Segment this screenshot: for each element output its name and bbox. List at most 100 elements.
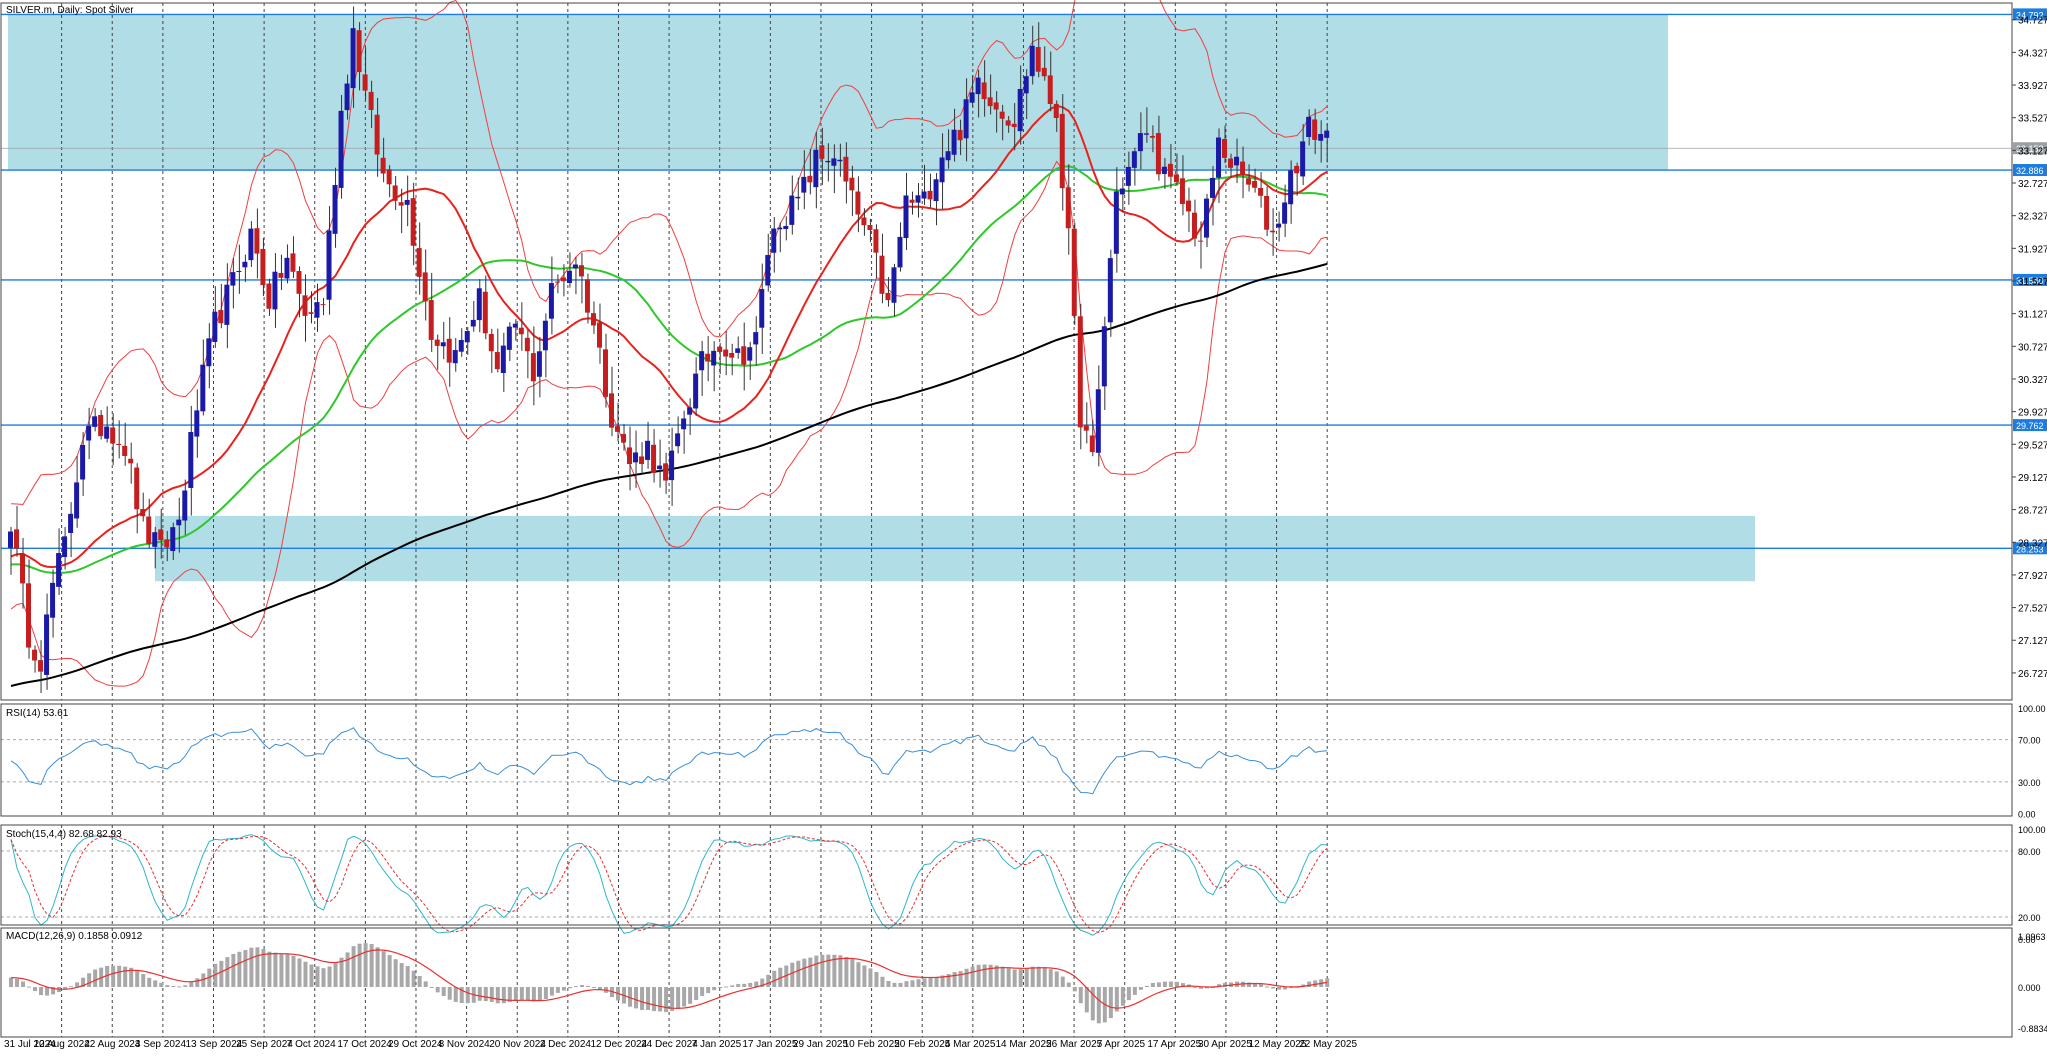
macd-histogram-bar [225,957,230,987]
candle-bullish [566,270,572,283]
macd-histogram-bar [880,976,885,987]
macd-histogram-bar [808,957,813,987]
macd-histogram-bar [976,964,981,987]
candle-bullish [68,513,74,533]
macd-histogram-bar [519,987,524,1001]
candle-bearish [855,191,861,215]
candle-bullish [831,158,837,166]
candle-bearish [1041,67,1047,77]
macd-histogram-bar [405,966,410,987]
macd-histogram-bar [531,987,536,1002]
candle-bullish [62,536,68,558]
macd-histogram-bar [964,968,969,987]
macd-y-tick-label: 1.0963 [2018,932,2046,942]
candle-bullish [903,195,909,239]
macd-histogram-bar [237,951,242,987]
macd-histogram-bar [1138,987,1143,990]
level-price-tag [2013,419,2047,432]
candle-bullish [242,261,248,268]
candle-bullish [681,418,687,430]
macd-histogram-bar [417,975,422,987]
candle-bearish [1294,165,1300,174]
candle-bearish [873,229,879,253]
candle-bullish [951,129,957,155]
stoch-y-tick-label: 80.00 [2018,847,2041,857]
y-tick-label: 29.927 [2018,408,2047,419]
macd-histogram-bar [778,967,783,987]
x-tick-label: 22 Aug 2024 [84,1039,141,1050]
candle-bullish [248,228,254,261]
macd-histogram-bar [15,978,20,987]
candle-bearish [98,414,104,437]
macd-y-tick-label: 0.000 [2018,983,2041,993]
candle-bullish [1023,76,1029,94]
macd-histogram-bar [555,987,560,993]
macd-histogram-bar [1078,987,1083,1004]
candle-bearish [1035,47,1041,72]
macd-signal-line [10,949,1328,1009]
candle-bearish [705,353,711,362]
macd-histogram-bar [1192,986,1197,988]
y-tick-label: 34.327 [2018,48,2047,59]
macd-histogram-bar [489,987,494,1002]
candle-bearish [1240,161,1246,174]
macd-histogram-bar [682,987,687,1007]
macd-histogram-bar [399,963,404,987]
candle-bearish [116,443,122,446]
rsi-line [10,727,1328,795]
macd-histogram-bar [940,975,945,987]
macd-histogram-bar [597,987,602,990]
macd-histogram-bar [706,987,711,994]
candle-bullish [801,176,807,193]
candle-bearish [110,427,116,444]
macd-histogram-bar [934,977,939,987]
candle-bearish [482,291,488,334]
macd-histogram-bar [712,987,717,991]
candle-bullish [1101,326,1107,387]
macd-histogram-bar [688,987,693,1004]
macd-histogram-bar [345,952,350,987]
macd-histogram-bar [453,987,458,1002]
candle-bullish [1282,202,1288,224]
candle-bearish [260,248,266,286]
candle-bullish [500,345,506,374]
macd-histogram-bar [213,963,218,987]
y-tick-label: 33.927 [2018,81,2047,92]
macd-histogram-bar [357,943,362,987]
macd-histogram-bar [796,960,801,987]
candle-bearish [621,433,627,443]
candle-bullish [891,267,897,303]
macd-histogram-bar [922,978,927,987]
macd-histogram-bar [27,986,32,988]
macd-histogram-bar [39,987,44,996]
macd-histogram-bar [465,987,470,1004]
macd-histogram-bar [646,987,651,1010]
macd-y-tick-label: -0.8834 [2018,1024,2047,1034]
macd-histogram-bar [1223,982,1228,987]
macd-histogram-bar [75,982,80,987]
macd-histogram-bar [904,981,909,987]
candle-bearish [999,111,1005,119]
macd-histogram-bar [1114,987,1119,1012]
macd-histogram-bar [970,966,975,987]
candle-bullish [332,185,338,234]
macd-histogram-bar [159,982,164,987]
macd-histogram-bar [1150,982,1155,987]
macd-histogram-bar [838,955,843,987]
bollinger-upper-band [10,0,1328,506]
candle-bullish [633,452,639,463]
y-tick-label: 30.327 [2018,375,2047,386]
macd-histogram-bar [129,967,134,987]
macd-histogram-bar [928,978,933,987]
macd-histogram-bar [591,987,596,988]
macd-histogram-bar [273,952,278,987]
macd-histogram-bar [1217,984,1222,987]
macd-histogram-bar [658,987,663,1012]
macd-histogram-bar [45,987,50,996]
y-tick-label: 28.727 [2018,506,2047,517]
macd-histogram-bar [177,986,182,988]
candle-bullish [536,351,542,377]
macd-histogram-bar [123,966,128,987]
candle-bullish [795,196,801,199]
